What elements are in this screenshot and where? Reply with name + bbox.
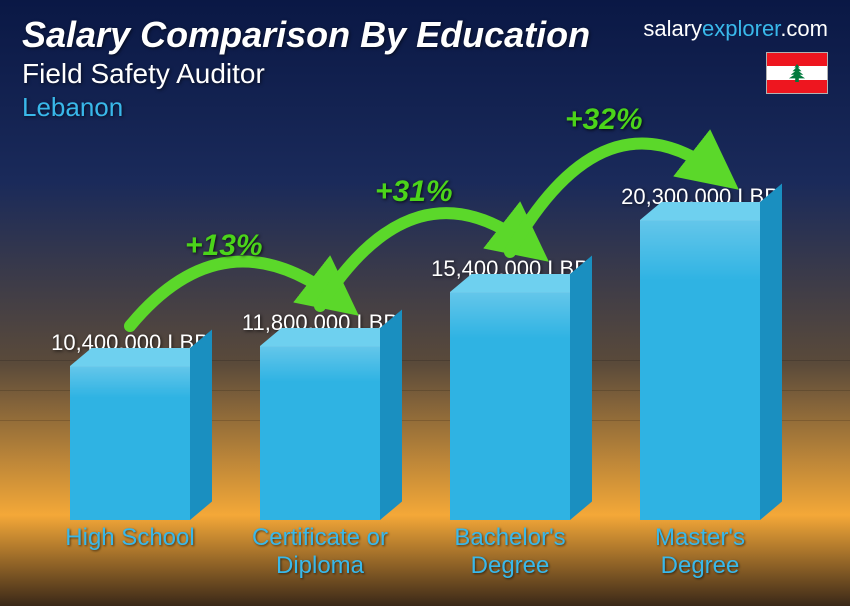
bar [70,366,190,520]
category-label: High School [40,524,220,588]
bar-col: 20,300,000 LBP [610,184,790,520]
cedar-icon [767,66,827,80]
bar [260,346,380,520]
category-label: Master'sDegree [610,524,790,588]
bar-col: 11,800,000 LBP [230,310,410,520]
brand-logo: salaryexplorer.com [643,16,828,42]
category-label: Bachelor'sDegree [420,524,600,588]
salary-bar-chart: 10,400,000 LBP11,800,000 LBP15,400,000 L… [40,150,790,588]
country-flag [766,52,828,94]
job-title: Field Safety Auditor [22,58,828,90]
brand-part2: explorer [702,16,780,41]
bar [450,292,570,520]
bar [640,220,760,520]
category-label: Certificate orDiploma [230,524,410,588]
bar-col: 10,400,000 LBP [40,330,220,520]
bar-col: 15,400,000 LBP [420,256,600,520]
country-label: Lebanon [22,92,828,123]
brand-part1: salary [643,16,702,41]
brand-part3: .com [780,16,828,41]
